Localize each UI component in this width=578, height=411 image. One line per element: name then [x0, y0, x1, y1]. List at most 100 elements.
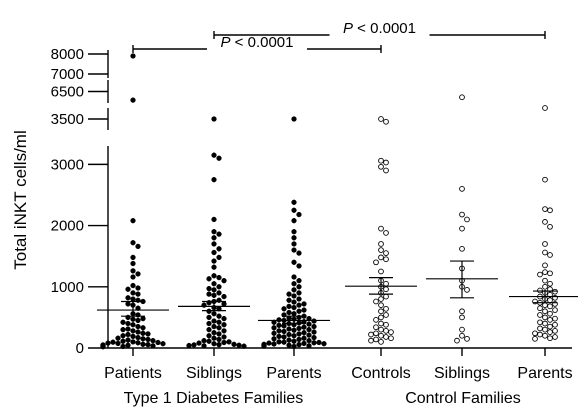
- data-point: [547, 207, 553, 214]
- data-point: [211, 152, 217, 158]
- category-label: Patients: [104, 365, 162, 382]
- data-point: [286, 326, 292, 332]
- data-point: [221, 315, 227, 322]
- data-point: [378, 163, 384, 170]
- data-point: [130, 254, 136, 261]
- data-point: [130, 53, 136, 59]
- data-point: [552, 328, 558, 334]
- data-point: [135, 334, 141, 341]
- data-point: [130, 333, 136, 340]
- data-point: [206, 314, 212, 321]
- data-point: [100, 344, 106, 350]
- data-point: [552, 288, 558, 295]
- data-point: [291, 259, 297, 265]
- category-label: Controls: [351, 365, 411, 382]
- data-point: [291, 229, 297, 235]
- data-point: [216, 319, 222, 325]
- data-point: [125, 342, 131, 348]
- data-point: [291, 199, 297, 205]
- data-point: [211, 335, 217, 341]
- data-point: [537, 287, 543, 294]
- data-point: [145, 341, 151, 348]
- data-point: [542, 249, 548, 256]
- data-point: [125, 326, 131, 332]
- data-point: [311, 318, 317, 324]
- data-point: [211, 311, 217, 317]
- data-point: [537, 319, 543, 326]
- data-point: [547, 270, 553, 277]
- data-point: [125, 286, 131, 292]
- data-point: [130, 322, 136, 328]
- data-point: [135, 271, 141, 277]
- data-point: [211, 287, 217, 293]
- data-point: [547, 252, 553, 258]
- p-value-label: P < 0.0001: [343, 20, 416, 37]
- data-point: [459, 308, 465, 315]
- data-point: [211, 323, 217, 330]
- data-point: [301, 335, 307, 341]
- data-point: [542, 283, 548, 290]
- data-point: [464, 286, 470, 293]
- y-tick-label: 3500: [51, 111, 84, 128]
- data-point: [542, 277, 548, 284]
- data-point: [388, 335, 394, 342]
- data-point: [542, 105, 548, 111]
- data-point: [276, 322, 282, 329]
- data-point: [291, 235, 297, 241]
- data-point: [130, 260, 136, 267]
- y-tick-label: 6500: [51, 84, 84, 101]
- data-point: [286, 342, 292, 348]
- data-point: [130, 240, 136, 246]
- data-point: [125, 320, 131, 327]
- data-point: [291, 287, 297, 293]
- data-point: [130, 97, 136, 103]
- data-point: [547, 303, 553, 310]
- data-point: [383, 334, 389, 340]
- data-point: [542, 326, 548, 333]
- data-point: [216, 246, 222, 252]
- data-point: [291, 247, 297, 253]
- data-point: [105, 340, 111, 346]
- data-point: [378, 302, 384, 309]
- data-point: [373, 330, 379, 337]
- data-point: [160, 341, 166, 347]
- data-point: [236, 342, 242, 348]
- data-point: [542, 219, 548, 225]
- data-point: [211, 235, 217, 241]
- data-point: [383, 256, 389, 263]
- data-point: [378, 296, 384, 302]
- data-point: [296, 250, 302, 256]
- data-point: [296, 325, 302, 332]
- data-point: [135, 291, 141, 297]
- data-point: [552, 321, 558, 328]
- data-point: [291, 218, 297, 224]
- data-point: [216, 331, 222, 337]
- data-point: [191, 342, 197, 348]
- data-point: [378, 332, 384, 339]
- data-point: [537, 305, 543, 312]
- data-point: [140, 336, 146, 342]
- data-point: [211, 116, 217, 122]
- data-point: [130, 268, 136, 274]
- data-point: [537, 271, 543, 278]
- data-point: [378, 247, 384, 253]
- data-point: [221, 278, 227, 284]
- data-point: [454, 337, 460, 344]
- data-point: [125, 331, 131, 338]
- data-point: [368, 331, 374, 338]
- data-point: [547, 223, 553, 230]
- data-point: [306, 321, 312, 327]
- data-point: [115, 340, 121, 347]
- data-point: [206, 333, 212, 339]
- data-point: [378, 308, 384, 315]
- data-point: [464, 335, 470, 342]
- data-point: [276, 333, 282, 340]
- data-point: [459, 185, 465, 192]
- data-point: [459, 332, 465, 339]
- data-point: [542, 262, 548, 269]
- label-background: [207, 35, 307, 50]
- data-point: [306, 338, 312, 344]
- data-point: [383, 328, 389, 334]
